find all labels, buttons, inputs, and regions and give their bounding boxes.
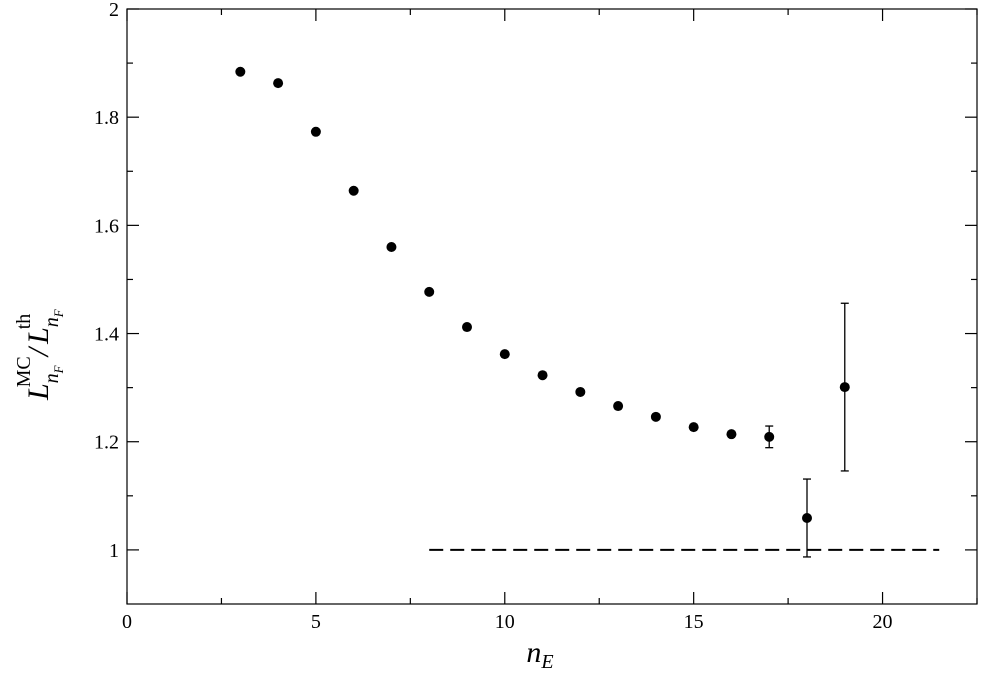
y-label-part: L [22, 327, 55, 345]
x-axis-label: nE [526, 636, 553, 671]
x-label-main: n [526, 636, 541, 669]
x-tick-label: 15 [684, 611, 704, 633]
y-tick-label: 1.2 [94, 432, 119, 454]
y-tick-label: 1.4 [94, 324, 119, 346]
y-label-part: n [41, 373, 63, 383]
y-tick-label: 1.8 [94, 107, 119, 129]
data-point [650, 411, 661, 422]
data-point [839, 382, 850, 393]
data-point [235, 66, 246, 77]
data-point [764, 431, 775, 442]
y-label-part: L [22, 383, 55, 401]
x-tick-label: 10 [495, 611, 515, 633]
y-label-part: / [22, 345, 55, 358]
y-label-part: F [51, 364, 66, 374]
x-tick-label: 20 [873, 611, 893, 633]
y-tick-label: 2 [109, 0, 119, 21]
data-point [499, 349, 510, 360]
x-label-sub: E [540, 651, 553, 671]
data-point [462, 322, 472, 333]
data-point [802, 512, 812, 523]
y-label-part: th [13, 314, 35, 330]
data-point [424, 286, 435, 297]
data-point [575, 386, 586, 397]
data-point [688, 422, 699, 433]
data-point [273, 78, 284, 89]
data-point [726, 429, 737, 440]
x-tick-label: 5 [311, 611, 321, 633]
x-tick-label: 0 [122, 611, 132, 633]
y-tick-label: 1.6 [94, 215, 119, 237]
y-tick-label: 1 [109, 540, 119, 562]
y-axis-label: LnFMC/LnFth [13, 308, 66, 401]
data-point [537, 370, 548, 381]
y-label-part: n [41, 317, 63, 327]
plot-frame [126, 8, 978, 605]
data-point [386, 242, 397, 252]
y-label-part: MC [13, 356, 35, 387]
data-point [348, 185, 359, 196]
data-point [310, 126, 321, 137]
data-point [613, 401, 624, 412]
y-label-part: F [51, 308, 66, 318]
